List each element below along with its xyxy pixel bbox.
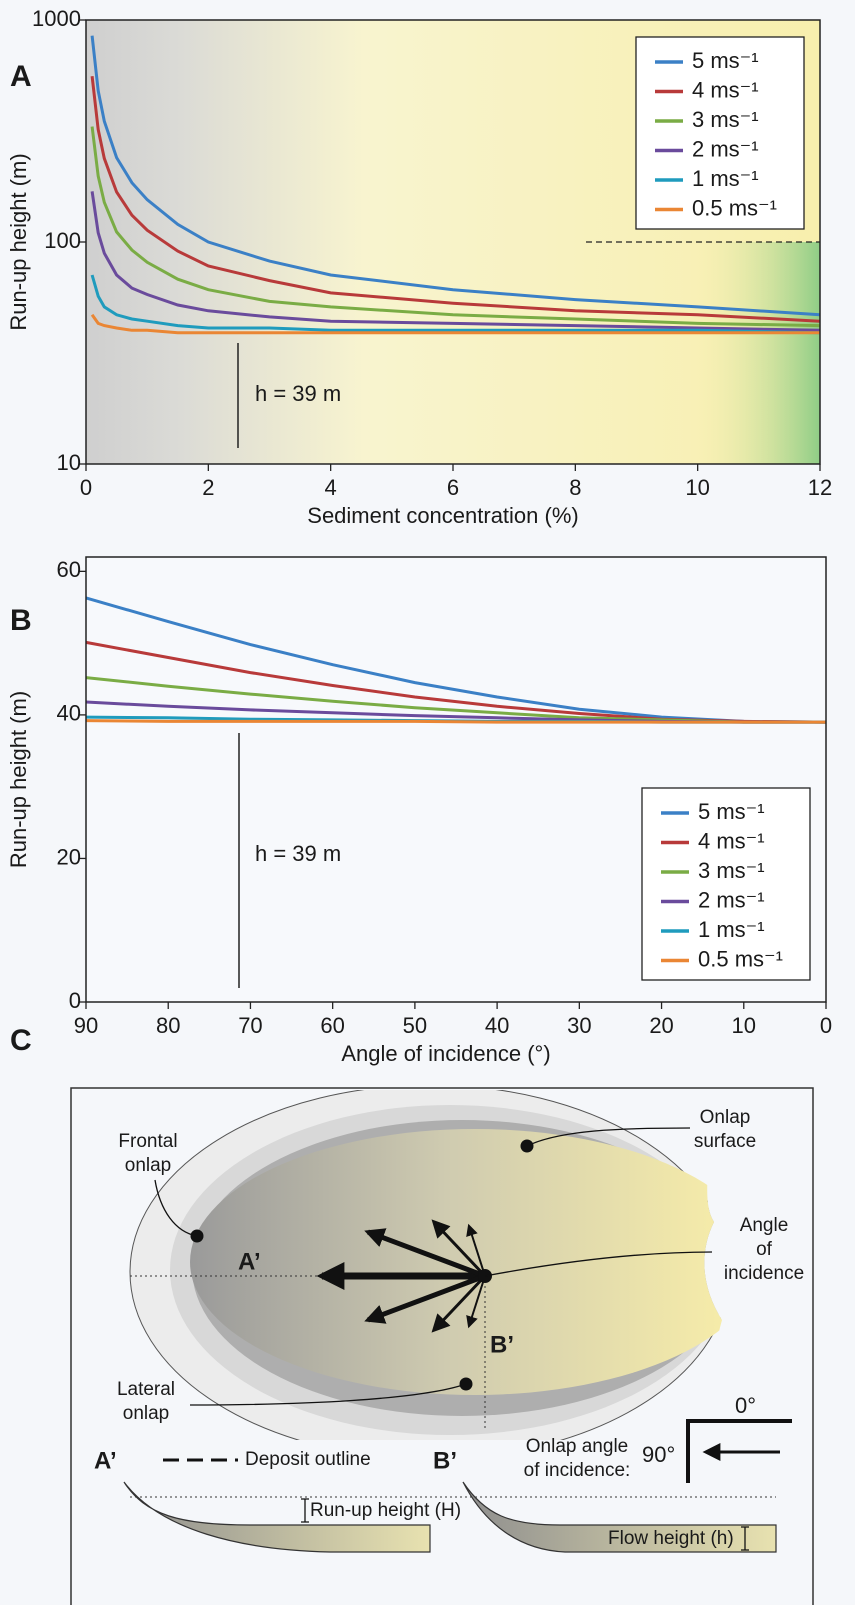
callout: of — [756, 1239, 773, 1260]
legend-label: 0.5 ms⁻¹ — [692, 195, 777, 220]
x-tick-label: 0 — [80, 475, 92, 500]
y-axis-label: Run-up height (m) — [6, 691, 31, 868]
y-tick-label: 60 — [57, 557, 81, 582]
callout: incidence — [724, 1263, 804, 1284]
x-tick-label: 30 — [567, 1013, 591, 1038]
legend-label: 3 ms⁻¹ — [698, 858, 765, 883]
y-tick-label: 40 — [57, 701, 81, 726]
key-angle: 0° — [735, 1393, 756, 1418]
callout: Frontal — [118, 1131, 177, 1152]
legend-label: 0.5 ms⁻¹ — [698, 946, 783, 971]
callout: Onlap — [700, 1107, 751, 1128]
legend-box — [635, 36, 805, 230]
key-angle: 90° — [642, 1442, 675, 1467]
cross-section — [462, 1481, 777, 1553]
y-tick-label: 100 — [44, 228, 81, 253]
x-tick-label: 10 — [732, 1013, 756, 1038]
x-tick-label: 80 — [156, 1013, 180, 1038]
key-label: of incidence: — [524, 1460, 631, 1481]
x-tick-label: 40 — [485, 1013, 509, 1038]
x-tick-label: 20 — [649, 1013, 673, 1038]
series-line — [90, 313, 820, 335]
plot-background — [690, 242, 820, 464]
legend-label: 2 ms⁻¹ — [698, 887, 765, 912]
y-axis-label: Run-up height (m) — [6, 153, 31, 330]
legend-label: 2 ms⁻¹ — [692, 136, 759, 161]
x-tick-label: 10 — [685, 475, 709, 500]
legend-label: 4 ms⁻¹ — [692, 77, 759, 102]
key-label: Onlap angle — [526, 1436, 628, 1457]
annotation: h = 39 m — [255, 381, 341, 406]
incidence-arrows — [316, 1219, 487, 1333]
y-tick-label: 20 — [57, 844, 81, 869]
chart: 0 2 4 6 8 10 12 10 100 1000 Sediment concentration… — [6, 6, 832, 528]
legend-label: 5 ms⁻¹ — [698, 799, 765, 824]
callout: surface — [694, 1131, 756, 1152]
y-tick-label: 10 — [57, 450, 81, 475]
x-tick-label: 2 — [202, 475, 214, 500]
y-tick-label: 1000 — [32, 6, 81, 31]
series-line — [90, 191, 821, 332]
legend-label: 1 ms⁻¹ — [698, 917, 765, 942]
cross-section-label: Run-up height (H) — [310, 1500, 461, 1521]
diagram-frame — [70, 1087, 814, 1605]
series-line — [90, 76, 821, 323]
series-line — [90, 35, 821, 317]
x-axis-label: Sediment concentration (%) — [307, 503, 578, 528]
key-label: Deposit outline — [245, 1449, 371, 1470]
x-tick-label: 0 — [820, 1013, 832, 1038]
section-label: A’ — [238, 1248, 261, 1275]
callout: onlap — [123, 1403, 170, 1424]
legend-label: 3 ms⁻¹ — [692, 107, 759, 132]
section-label: A’ — [94, 1447, 117, 1474]
plot-frame — [85, 556, 827, 1003]
cross-section — [123, 1481, 431, 1553]
annotation: h = 39 m — [255, 841, 341, 866]
series-line — [90, 274, 821, 335]
cross-section-label: Flow height (h) — [608, 1528, 734, 1549]
callout: Angle — [740, 1215, 789, 1236]
section-label: B’ — [433, 1447, 457, 1474]
legend-label: 5 ms⁻¹ — [692, 48, 759, 73]
x-tick-label: 70 — [238, 1013, 262, 1038]
x-tick-label: 60 — [320, 1013, 344, 1038]
panel-label: A — [10, 60, 32, 93]
callout: Lateral — [117, 1379, 175, 1400]
x-axis-label: Angle of incidence (°) — [341, 1041, 550, 1066]
section-label: B’ — [490, 1331, 514, 1358]
x-tick-label: 12 — [808, 475, 832, 500]
panel-label: B — [10, 604, 32, 637]
x-tick-label: 8 — [569, 475, 581, 500]
legend-box — [641, 787, 811, 981]
x-tick-label: 4 — [325, 475, 337, 500]
series-line — [90, 126, 821, 328]
legend-label: 4 ms⁻¹ — [698, 828, 765, 853]
x-tick-label: 90 — [74, 1013, 98, 1038]
callout: onlap — [125, 1155, 172, 1176]
series-line — [85, 719, 826, 724]
legend: 5 ms⁻¹ 4 ms⁻¹ 3 ms⁻¹ 2 ms⁻¹ 1 ms⁻¹ 0.5 ms⁻¹ — [641, 787, 811, 981]
x-tick-label: 50 — [403, 1013, 427, 1038]
x-tick-label: 6 — [447, 475, 459, 500]
chart: 90 80 70 60 50 40 30 20 10 0 0 20 40 60 Angle of incid… — [6, 556, 832, 1066]
panel-label: C — [10, 1024, 32, 1057]
legend: 5 ms⁻¹ 4 ms⁻¹ 3 ms⁻¹ 2 ms⁻¹ 1 ms⁻¹ 0.5 ms⁻¹ — [635, 36, 805, 230]
legend-label: 1 ms⁻¹ — [692, 166, 759, 191]
y-tick-label: 0 — [69, 988, 81, 1013]
deposit-plan — [129, 1090, 722, 1440]
diagram: C Frontal onlap Onlap surface Angle of i… — [10, 1024, 814, 1605]
